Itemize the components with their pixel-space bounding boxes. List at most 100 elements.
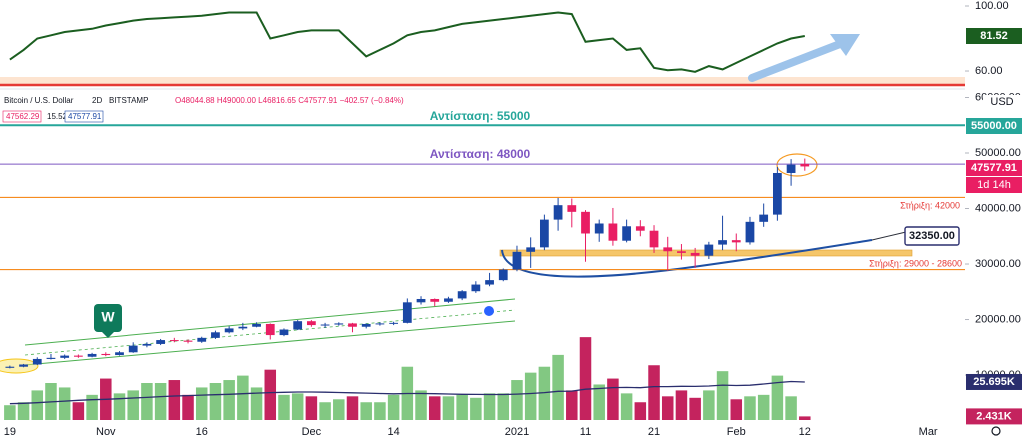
tag-connector <box>871 231 907 241</box>
w-badge-pointer <box>102 332 114 338</box>
volume-bar <box>620 393 633 420</box>
candle-body <box>252 323 261 327</box>
volume-bar <box>333 399 345 420</box>
candle-body <box>663 247 673 252</box>
volume-bar <box>661 396 674 420</box>
candle-body <box>156 340 166 344</box>
candle-body <box>5 366 15 368</box>
volume-bar <box>634 402 647 420</box>
candle-body <box>87 353 97 357</box>
volume-bar <box>593 384 605 420</box>
candle-body <box>238 326 248 329</box>
volume-bar <box>154 383 167 420</box>
candle-body <box>197 337 207 342</box>
volume-bar <box>744 396 756 420</box>
x-tick-label: Nov <box>96 426 116 438</box>
candle-body <box>224 328 234 333</box>
rsi-badge-bg <box>966 28 1022 44</box>
channel-lower <box>24 320 516 366</box>
candle-body <box>498 269 508 281</box>
candle-body <box>772 172 782 215</box>
symbol: Bitcoin / U.S. Dollar <box>4 96 74 105</box>
candle-body <box>416 298 426 303</box>
volume-bar <box>360 402 372 420</box>
candle-body <box>306 321 316 326</box>
candle-body <box>800 163 810 167</box>
y-tick-label: 40000.00 <box>975 202 1021 214</box>
volume-bar <box>168 380 181 420</box>
volume-bar <box>579 337 592 420</box>
volume-bar <box>785 396 797 420</box>
candle-body <box>635 226 645 231</box>
highlight-ellipse <box>0 358 39 374</box>
candle-body <box>581 211 590 234</box>
candle-body <box>677 251 686 253</box>
x-tick-label: Feb <box>727 426 746 438</box>
countdown-bg <box>966 177 1022 193</box>
x-tick-label: Mar <box>919 426 938 438</box>
y-tick-label: 30000.00 <box>975 258 1021 270</box>
candle-body <box>690 252 700 256</box>
channel-upper <box>24 298 516 346</box>
volume-bar <box>264 369 277 420</box>
volume-bar <box>552 354 564 420</box>
volume-bar <box>278 394 290 420</box>
volume-bar <box>182 394 194 420</box>
candle-body <box>430 298 440 302</box>
exchange: BITSTAMP <box>109 96 148 105</box>
candle-body <box>553 205 563 220</box>
candle-body <box>211 332 220 338</box>
candle-body <box>608 223 618 241</box>
support-label: Στήριξη: 42000 <box>900 200 960 210</box>
volume-bar <box>58 387 71 420</box>
volume-bar <box>470 397 482 420</box>
volume-bar <box>675 390 688 420</box>
volume-bar <box>237 375 249 420</box>
rsi-band <box>0 77 965 84</box>
candle-body <box>183 340 193 342</box>
candle-body <box>512 251 522 270</box>
y-tick-label: 60.00 <box>975 65 1003 77</box>
volume-bar <box>17 402 30 420</box>
volume-bar <box>497 393 510 420</box>
candle-body <box>471 284 481 292</box>
tag: 32350.00 <box>909 230 955 242</box>
volume-bar <box>291 393 304 420</box>
candle-body <box>704 244 714 256</box>
rsi-badge: 81.52 <box>980 30 1008 42</box>
x-tick-label: 14 <box>387 426 399 438</box>
w-label: W <box>101 309 115 325</box>
resistance-label: Αντίσταση: 48000 <box>430 147 531 161</box>
volume-bar <box>442 396 455 420</box>
candle-body <box>293 321 303 330</box>
candle-body <box>444 298 453 302</box>
volume-badge-bg <box>966 408 1022 425</box>
candle-body <box>101 353 111 356</box>
volume-badge: 25.695K <box>973 376 1015 388</box>
price-badge: 47577.91 <box>971 162 1017 174</box>
candle-body <box>745 221 755 243</box>
x-tick-label: Dec <box>302 426 322 438</box>
candle-body <box>567 205 577 212</box>
volume-bar <box>305 396 318 420</box>
candle-body <box>759 214 769 222</box>
candle-body <box>539 219 549 248</box>
resistance-label: Αντίσταση: 55000 <box>430 109 531 123</box>
candle-body <box>128 345 138 353</box>
settings-icon[interactable] <box>991 426 1001 436</box>
volume-bar <box>538 366 551 420</box>
x-tick-label: 16 <box>196 426 208 438</box>
candle-body <box>142 343 152 346</box>
input-box <box>64 110 104 123</box>
volume-bar <box>346 396 359 420</box>
level-badge-bg <box>966 118 1022 134</box>
candle-body <box>594 223 604 234</box>
level-badge: 55000.00 <box>971 120 1017 132</box>
candle-body <box>786 164 796 173</box>
volume-bar <box>511 380 523 420</box>
volume-bar <box>428 396 441 420</box>
candle-body <box>622 226 632 241</box>
volume-bar <box>483 393 496 420</box>
volume-bar <box>387 394 400 420</box>
